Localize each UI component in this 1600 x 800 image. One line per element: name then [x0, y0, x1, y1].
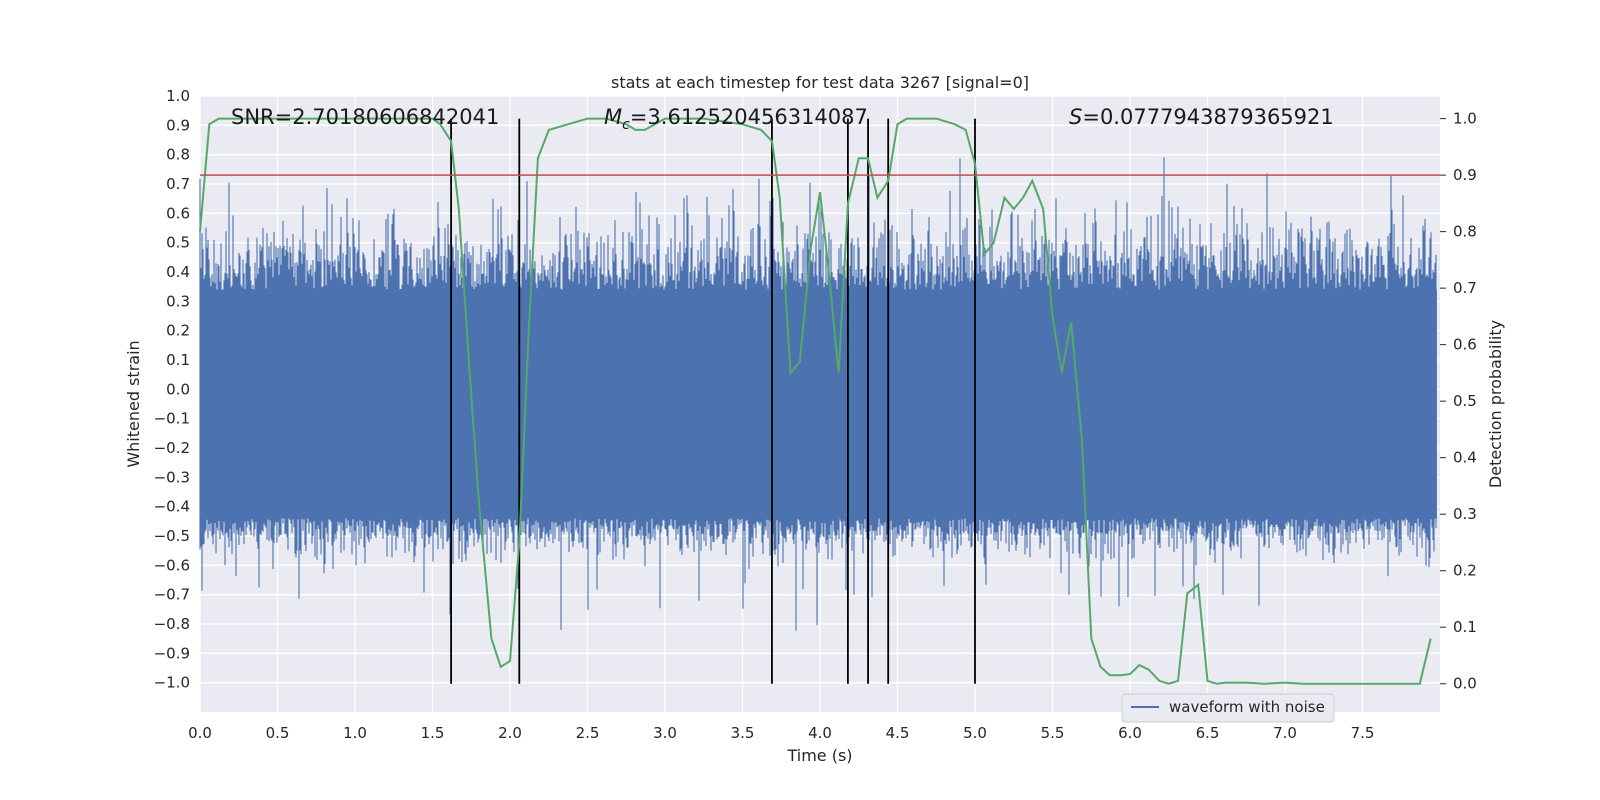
y-tick-label: 0.3: [166, 292, 190, 310]
y2-tick-label: 0.0: [1453, 675, 1477, 693]
mc-value: =3.612520456314087: [630, 105, 868, 129]
y-tick-label: −0.2: [154, 439, 190, 457]
x-axis-ticks: 0.0 0.5 1.0 1.5 2.0 2.5 3.0 3.5 4.0 4.5 5.0 5.5 6.0 6…: [188, 724, 1374, 742]
x-tick-label: 3.0: [653, 724, 677, 742]
x-axis-label: Time (s): [786, 746, 852, 765]
legend-label: waveform with noise: [1169, 698, 1325, 716]
probability-series: [199, 117, 1432, 685]
y2-tick-label: 1.0: [1453, 110, 1477, 128]
mc-annotation: Mc=3.612520456314087: [604, 105, 868, 133]
y-tick-label: −0.8: [154, 615, 190, 633]
x-tick-label: 4.5: [886, 724, 910, 742]
y2-tick-label: 0.1: [1453, 618, 1477, 636]
x-tick-label: 2.5: [576, 724, 600, 742]
legend-box: [1121, 693, 1335, 723]
legend: waveform with noise: [1121, 693, 1335, 723]
y-tick-label: 0.9: [166, 116, 190, 134]
x-tick-label: 6.5: [1196, 724, 1220, 742]
y-tick-label: 0.6: [166, 204, 190, 222]
y-tick-label: 0.1: [166, 351, 190, 369]
y-tick-label: −0.5: [154, 527, 190, 545]
y2-tick-label: 0.6: [1453, 336, 1477, 354]
y2-tick-label: 0.7: [1453, 279, 1477, 297]
x-tick-label: 3.5: [731, 724, 755, 742]
y2-tick-label: 0.2: [1453, 562, 1477, 580]
y2-axis-label: Detection probability: [1486, 320, 1505, 488]
x-tick-label: 5.0: [963, 724, 987, 742]
x-tick-label: 1.0: [343, 724, 367, 742]
x-tick-label: 4.0: [808, 724, 832, 742]
snr-annotation: SNR=2.70180606842041: [231, 105, 499, 129]
y-tick-label: 1.0: [166, 87, 190, 105]
y-tick-label: 0.2: [166, 322, 190, 340]
chart-title: stats at each timestep for test data 326…: [611, 73, 1029, 92]
x-tick-label: 1.5: [421, 724, 445, 742]
s-annotation: S=0.0777943879365921: [1069, 105, 1334, 129]
y2-tick-label: 0.4: [1453, 449, 1477, 467]
x-tick-label: 5.5: [1041, 724, 1065, 742]
x-tick-label: 0.5: [266, 724, 290, 742]
y-tick-label: 0.4: [166, 263, 190, 281]
y-tick-label: 0.7: [166, 175, 190, 193]
y2-tick-label: 0.8: [1453, 223, 1477, 241]
y-tick-label: −0.7: [154, 586, 190, 604]
y-tick-label: −0.9: [154, 644, 190, 662]
y-tick-label: 0.8: [166, 146, 190, 164]
y-tick-label: 0.0: [166, 380, 190, 398]
strain-series: [199, 157, 1437, 631]
x-tick-label: 7.5: [1351, 724, 1375, 742]
mc-symbol: M: [604, 105, 622, 129]
y-tick-label: −0.1: [154, 410, 190, 428]
y-axis-ticks: 1.0 0.9 0.8 0.7 0.6 0.5 0.4 0.3 0.2 0.1 0.0 −0.1 −0.…: [154, 87, 190, 692]
x-tick-label: 6.0: [1118, 724, 1142, 742]
y-axis-label: Whitened strain: [124, 340, 143, 467]
waveform-with-noise-line: [199, 157, 1437, 631]
mc-subscript: c: [622, 117, 630, 133]
y-tick-label: −0.4: [154, 498, 190, 516]
y2-axis-ticks: 1.0 0.9 0.8 0.7 0.6 0.5 0.4 0.3 0.2 0.1 0.0: [1440, 110, 1477, 693]
y2-tick-label: 0.9: [1453, 166, 1477, 184]
y-tick-label: −0.6: [154, 556, 190, 574]
x-tick-label: 0.0: [188, 724, 212, 742]
x-tick-label: 2.0: [498, 724, 522, 742]
s-value: =0.0777943879365921: [1082, 105, 1333, 129]
detection-probability-line: [199, 117, 1432, 685]
s-symbol: S: [1069, 105, 1082, 129]
y-tick-label: −0.3: [154, 468, 190, 486]
x-tick-label: 7.0: [1273, 724, 1297, 742]
y-tick-label: −1.0: [154, 674, 190, 692]
y-tick-label: 0.5: [166, 234, 190, 252]
y2-tick-label: 0.3: [1453, 505, 1477, 523]
y2-tick-label: 0.5: [1453, 392, 1477, 410]
